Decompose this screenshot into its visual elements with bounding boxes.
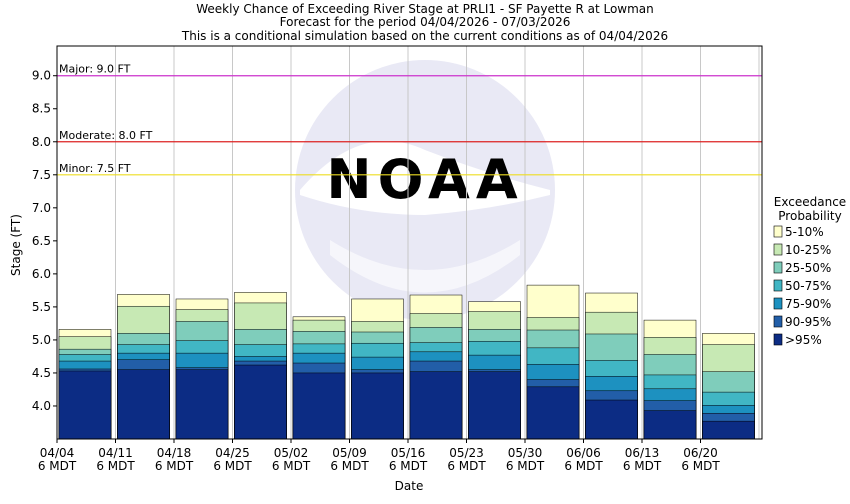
threshold-layer: Major: 9.0 FT Moderate: 8.0 FT Minor: 7.5 … <box>57 63 762 176</box>
chart-title: Weekly Chance of Exceeding River Stage a… <box>196 2 654 16</box>
y-tick-label: 4.5 <box>32 366 51 380</box>
x-tick-date: 04/18 <box>157 446 192 460</box>
svg-text:NOAA: NOAA <box>326 148 523 211</box>
x-axis-label: Date <box>395 479 424 493</box>
y-axis-label: Stage (FT) <box>9 214 23 276</box>
x-tick-date: 05/30 <box>508 446 543 460</box>
bar-segment-05-09-gt95pct <box>351 372 404 440</box>
bar-segment-05-02-gt95pct <box>292 372 346 440</box>
bar-segment-06-13-gt95pct <box>643 410 697 440</box>
legend-label: 10-25% <box>785 243 831 257</box>
legend-label: >95% <box>785 333 822 347</box>
y-tick-label: 8.5 <box>32 102 51 116</box>
x-tick-time: 6 MDT <box>330 459 369 473</box>
legend-label: 90-95% <box>785 315 831 329</box>
y-tick-label: 6.5 <box>32 234 51 248</box>
x-tick-time: 6 MDT <box>96 459 135 473</box>
x-tick-time: 6 MDT <box>564 459 603 473</box>
x-tick-time: 6 MDT <box>38 459 77 473</box>
x-tick-date: 05/09 <box>332 446 367 460</box>
x-tick-time: 6 MDT <box>506 459 545 473</box>
x-tick-date: 04/11 <box>98 446 133 460</box>
bar-segment-06-20-gt95pct <box>702 420 755 440</box>
chart-subtitle-conditions: This is a conditional simulation based o… <box>181 29 668 43</box>
x-tick-time: 6 MDT <box>389 459 428 473</box>
legend-label: 50-75% <box>785 279 831 293</box>
x-tick-time: 6 MDT <box>155 459 194 473</box>
legend-label: 75-90% <box>785 297 831 311</box>
legend-title-line-2: Probability <box>778 209 841 223</box>
y-tick-label: 7.0 <box>32 201 51 215</box>
y-tick-label: 4.0 <box>32 399 51 413</box>
legend-swatch <box>773 243 783 256</box>
x-tick-date: 05/16 <box>391 446 426 460</box>
legend-swatch <box>773 315 783 328</box>
y-tick-label: 5.5 <box>32 300 51 314</box>
x-tick-date: 05/23 <box>449 446 484 460</box>
x-tick-date: 05/02 <box>274 446 309 460</box>
y-axis-ticks: 4.0 4.5 5.0 5.5 6.0 6.5 7.0 7.5 8.0 8.5 9.0 <box>32 69 57 413</box>
x-tick-date: 06/06 <box>566 446 601 460</box>
x-tick-time: 6 MDT <box>623 459 662 473</box>
y-tick-label: 7.5 <box>32 168 51 182</box>
y-tick-label: 9.0 <box>32 69 51 83</box>
bar-segment-05-30-gt95pct <box>526 386 580 440</box>
x-tick-time: 6 MDT <box>447 459 486 473</box>
threshold-label-2: Minor: 7.5 FT <box>59 162 131 175</box>
legend-label: 5-10% <box>785 225 824 239</box>
x-tick-date: 06/13 <box>625 446 660 460</box>
bar-segment-04-25-gt95pct <box>234 364 287 440</box>
threshold-label-1: Moderate: 8.0 FT <box>59 129 153 142</box>
x-tick-date: 04/04 <box>40 446 75 460</box>
bar-segment-06-06-gt95pct <box>585 399 638 440</box>
bar-segment-04-11-gt95pct <box>117 369 170 440</box>
bars-layer <box>58 284 755 440</box>
y-tick-label: 6.0 <box>32 267 51 281</box>
threshold-label-0: Major: 9.0 FT <box>59 63 131 76</box>
legend-swatch <box>773 279 783 292</box>
legend-swatch <box>773 225 783 238</box>
legend-swatch <box>773 333 783 346</box>
x-tick-date: 06/20 <box>683 446 718 460</box>
legend-swatch <box>773 297 783 310</box>
legend: Exceedance Probability 5-10% 10-25% 25-50%… <box>773 195 846 347</box>
y-tick-label: 8.0 <box>32 135 51 149</box>
x-tick-time: 6 MDT <box>213 459 252 473</box>
x-tick-time: 6 MDT <box>681 459 720 473</box>
y-tick-label: 5.0 <box>32 333 51 347</box>
bar-segment-05-23-gt95pct <box>468 371 521 440</box>
bar-segment-04-18-gt95pct <box>175 369 229 440</box>
bar-segment-04-04-gt95pct <box>58 370 112 440</box>
x-tick-date: 04/25 <box>215 446 250 460</box>
x-tick-time: 6 MDT <box>272 459 311 473</box>
legend-label: 25-50% <box>785 261 831 275</box>
noaa-watermark: NOAA <box>295 60 555 320</box>
plot-frame <box>56 45 763 440</box>
chart-subtitle-period: Forecast for the period 04/04/2026 - 07/… <box>280 15 571 29</box>
bar-segment-05-16-gt95pct <box>409 371 463 440</box>
legend-title-line-1: Exceedance <box>774 195 846 209</box>
legend-swatch <box>773 261 783 274</box>
